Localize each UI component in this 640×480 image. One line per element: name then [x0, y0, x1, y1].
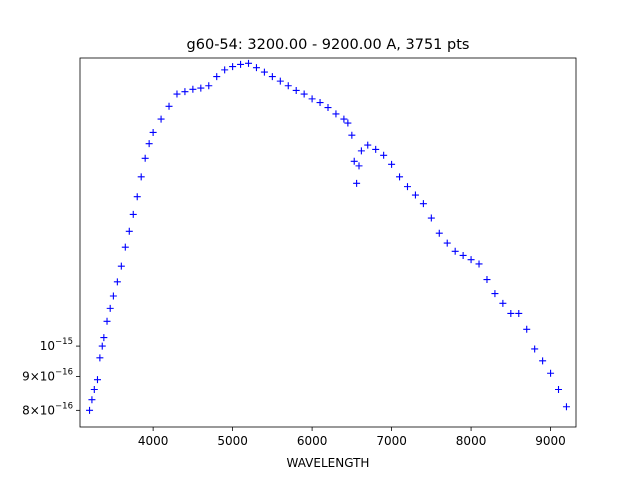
data-point-7: [103, 317, 111, 325]
data-point-39: [308, 95, 316, 103]
data-point-47: [353, 179, 361, 187]
data-point-49: [357, 147, 365, 155]
data-point-63: [467, 256, 475, 264]
data-point-52: [380, 151, 388, 159]
data-point-75: [562, 403, 570, 411]
x-axis-label: WAVELENGTH: [287, 456, 370, 470]
data-point-15: [133, 193, 141, 201]
data-point-1: [88, 396, 96, 404]
data-point-21: [165, 102, 173, 110]
data-point-5: [98, 342, 106, 350]
data-point-31: [245, 59, 253, 67]
data-point-0: [86, 406, 94, 414]
data-point-23: [181, 88, 189, 96]
data-point-50: [364, 141, 372, 149]
y-tick-label-2: 8×10−16: [22, 401, 73, 417]
data-point-57: [419, 200, 427, 208]
plot-frame: [79, 57, 577, 428]
data-point-73: [547, 369, 555, 377]
data-point-41: [324, 104, 332, 112]
data-point-65: [483, 276, 491, 284]
x-axis: 4000 5000 6000 7000 8000 9000: [138, 427, 566, 448]
data-point-38: [300, 90, 308, 98]
data-point-8: [106, 304, 114, 312]
data-point-74: [555, 386, 563, 394]
data-point-18: [145, 140, 153, 148]
data-point-45: [348, 131, 356, 139]
data-point-33: [260, 68, 268, 76]
data-point-58: [427, 214, 435, 222]
data-point-55: [403, 183, 411, 191]
data-point-64: [475, 260, 483, 268]
data-point-66: [491, 290, 499, 298]
data-point-59: [435, 229, 443, 237]
data-point-6: [100, 334, 108, 342]
data-point-36: [284, 82, 292, 90]
data-point-12: [121, 243, 129, 251]
x-tick-label-3: 7000: [376, 434, 407, 448]
data-point-54: [396, 173, 404, 181]
data-point-40: [316, 99, 324, 107]
data-points: [86, 59, 570, 414]
x-tick-label-0: 4000: [138, 434, 169, 448]
data-point-67: [499, 299, 507, 307]
data-point-14: [129, 210, 137, 218]
data-point-42: [332, 110, 340, 118]
x-tick-label-5: 9000: [535, 434, 566, 448]
data-point-56: [411, 191, 419, 199]
data-point-17: [141, 154, 149, 162]
data-point-62: [459, 251, 467, 259]
y-axis: 10−15 9×10−16 8×10−16: [22, 337, 80, 417]
x-tick-label-1: 5000: [217, 434, 248, 448]
data-point-61: [451, 247, 459, 255]
data-point-68: [507, 309, 515, 317]
data-point-20: [157, 115, 165, 123]
data-point-27: [213, 73, 221, 81]
x-tick-label-2: 6000: [297, 434, 328, 448]
data-point-34: [268, 73, 276, 81]
data-point-70: [523, 325, 531, 333]
data-point-24: [189, 85, 197, 93]
data-point-16: [137, 173, 145, 181]
data-point-60: [443, 239, 451, 247]
data-point-48: [355, 162, 363, 170]
data-point-13: [125, 227, 133, 235]
data-point-69: [515, 309, 523, 317]
data-point-10: [113, 278, 121, 286]
x-tick-label-4: 8000: [456, 434, 487, 448]
data-point-71: [531, 345, 539, 353]
data-point-22: [173, 90, 181, 98]
data-point-19: [149, 128, 157, 136]
data-point-43: [340, 115, 348, 123]
chart-title: g60-54: 3200.00 - 9200.00 A, 3751 pts: [187, 37, 470, 53]
y-tick-label-0: 10−15: [40, 337, 73, 353]
data-point-35: [276, 77, 284, 85]
data-point-30: [237, 60, 245, 68]
data-point-26: [205, 82, 213, 90]
data-point-4: [96, 354, 104, 362]
data-point-46: [350, 157, 358, 165]
data-point-37: [292, 86, 300, 94]
data-point-25: [197, 84, 205, 92]
y-tick-label-1: 9×10−16: [22, 367, 73, 383]
data-point-32: [252, 64, 260, 72]
data-point-3: [93, 376, 101, 384]
data-point-2: [90, 386, 98, 394]
data-point-53: [388, 160, 396, 168]
data-point-28: [221, 66, 229, 74]
data-point-44: [344, 119, 352, 127]
data-point-29: [229, 63, 237, 71]
data-point-11: [117, 262, 125, 270]
data-point-72: [539, 357, 547, 365]
data-point-9: [109, 292, 117, 300]
data-point-51: [372, 145, 380, 153]
